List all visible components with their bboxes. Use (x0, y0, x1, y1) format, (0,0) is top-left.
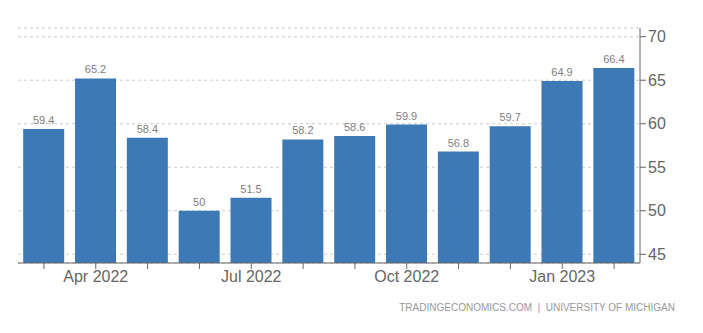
svg-text:64.9: 64.9 (551, 66, 572, 78)
svg-text:Jan 2023: Jan 2023 (529, 268, 595, 285)
svg-text:45: 45 (648, 246, 666, 263)
svg-text:59.7: 59.7 (499, 111, 520, 123)
svg-text:60: 60 (648, 115, 666, 132)
svg-text:56.8: 56.8 (448, 137, 469, 149)
svg-text:Apr 2022: Apr 2022 (63, 268, 128, 285)
svg-text:58.2: 58.2 (292, 124, 313, 136)
svg-text:70: 70 (648, 28, 666, 45)
svg-text:58.4: 58.4 (137, 123, 158, 135)
svg-text:Oct 2022: Oct 2022 (374, 268, 439, 285)
html-text:TRADINGECONOMICS.COM | UNIVERS: TRADINGECONOMICS.COM | UNIVERSITY OF MIC… (399, 302, 675, 313)
svg-text:55: 55 (648, 159, 666, 176)
svg-text:65: 65 (648, 72, 666, 89)
svg-text:51.5: 51.5 (240, 183, 261, 195)
svg-text:50: 50 (648, 202, 666, 219)
svg-text:65.2: 65.2 (85, 63, 106, 75)
svg-text:50: 50 (193, 196, 205, 208)
svg-text:59.9: 59.9 (396, 110, 417, 122)
svg-text:59.4: 59.4 (33, 114, 54, 126)
svg-text:66.4: 66.4 (603, 53, 624, 65)
svg-text:Jul 2022: Jul 2022 (221, 268, 282, 285)
svg-text:58.6: 58.6 (344, 121, 365, 133)
